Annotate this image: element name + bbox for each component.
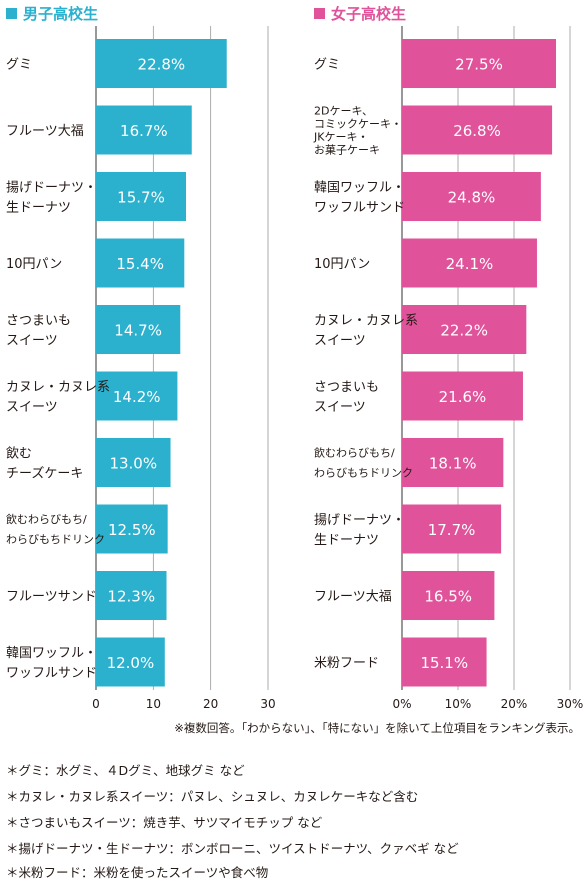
boys-bar xyxy=(96,504,168,554)
boys-legend-square xyxy=(6,8,17,19)
girls-bar-value-label: 17.7% xyxy=(428,521,476,539)
girls-category-label: カヌレ・カヌレ系スイーツ xyxy=(314,313,418,348)
boys-tick-label: 30 xyxy=(260,697,275,711)
boys-bar xyxy=(96,637,165,687)
girls-bar xyxy=(402,504,502,554)
boys-bar-value-label: 15.7% xyxy=(117,189,165,207)
girls-category-label: 10円パン xyxy=(314,257,370,272)
girls-category-label: 韓国ワッフル・ワッフルサンド xyxy=(314,180,405,215)
boys-bar xyxy=(96,571,167,620)
girls-bar-value-label: 27.5% xyxy=(455,56,503,74)
chart-note: ※複数回答。「わからない」、「特にない」を除いて上位項目をランキング表示。 xyxy=(174,721,580,735)
girls-category-label: さつまいもスイーツ xyxy=(314,380,379,415)
boys-title-text: 男子高校生 xyxy=(23,5,99,23)
girls-tick-label: 20% xyxy=(501,697,528,711)
footnote-donut: ＊揚げドーナツ・生ドーナツ：ボンボローニ、ツイストドーナツ、クァベギ など xyxy=(6,841,459,856)
boys-category-label: フルーツ大福 xyxy=(6,124,84,139)
girls-bar-value-label: 22.2% xyxy=(440,322,488,340)
boys-bar-value-label: 16.7% xyxy=(120,122,168,140)
footnote-canele: ＊カヌレ・カヌレ系スイーツ：パヌレ、シュヌレ、カヌレケーキなど含む xyxy=(6,789,419,804)
footnote-rice-flour: ＊米粉フード：米粉を使ったスイーツや食べ物 xyxy=(6,865,269,880)
boys-tick-label: 20 xyxy=(203,697,218,711)
boys-bar-value-label: 12.0% xyxy=(107,654,155,672)
girls-bar xyxy=(402,39,556,88)
boys-category-label: 韓国ワッフル・ワッフルサンド xyxy=(6,646,97,681)
girls-bar-value-label: 18.1% xyxy=(429,455,477,473)
girls-chart-title: 女子高校生 xyxy=(314,3,406,24)
girls-bar xyxy=(402,238,537,288)
boys-bar-value-label: 22.8% xyxy=(138,56,186,74)
girls-category-label: 米粉フード xyxy=(314,656,379,671)
girls-category-label: 揚げドーナツ・生ドーナツ xyxy=(314,512,405,548)
boys-bar xyxy=(96,438,171,487)
girls-bar-value-label: 16.5% xyxy=(424,588,472,606)
boys-bar xyxy=(96,105,192,155)
girls-bar xyxy=(402,637,487,687)
girls-bar xyxy=(402,105,553,155)
boys-bar xyxy=(96,238,185,288)
girls-bar-value-label: 24.8% xyxy=(448,189,496,207)
girls-tick-label: 30% xyxy=(557,697,584,711)
girls-bar xyxy=(402,371,523,421)
girls-category-label: フルーツ大福 xyxy=(314,589,392,604)
boys-bar xyxy=(96,172,187,221)
girls-bar-value-label: 26.8% xyxy=(453,122,501,140)
girls-bar xyxy=(402,571,495,620)
girls-title-text: 女子高校生 xyxy=(331,5,407,23)
boys-category-label: 揚げドーナツ・生ドーナツ xyxy=(6,179,97,215)
girls-legend-square xyxy=(314,8,325,19)
boys-bar-value-label: 12.3% xyxy=(107,588,155,606)
boys-bar-value-label: 14.7% xyxy=(114,322,162,340)
boys-category-label: 飲むわらびもち/わらびもちドリンク xyxy=(6,512,105,546)
girls-bar xyxy=(402,305,527,354)
girls-bar xyxy=(402,172,541,221)
boys-tick-label: 10 xyxy=(146,697,161,711)
boys-bar xyxy=(96,305,181,354)
girls-bar xyxy=(402,438,504,487)
girls-tick-label: 0% xyxy=(392,697,411,711)
girls-bar-value-label: 21.6% xyxy=(439,388,487,406)
boys-bar-value-label: 14.2% xyxy=(113,388,161,406)
girls-category-label: グミ xyxy=(314,57,340,72)
boys-bar-value-label: 15.4% xyxy=(116,255,164,273)
girls-tick-label: 10% xyxy=(445,697,472,711)
boys-category-label: グミ xyxy=(6,57,32,72)
footnote-gummy: ＊グミ：水グミ、４Dグミ、地球グミ など xyxy=(6,763,245,778)
girls-bar-value-label: 15.1% xyxy=(420,654,468,672)
boys-category-label: カヌレ・カヌレ系スイーツ xyxy=(6,380,110,415)
boys-category-label: 飲むチーズケーキ xyxy=(6,445,83,481)
boys-chart-title: 男子高校生 xyxy=(6,3,98,24)
boys-category-label: フルーツサンド xyxy=(6,589,97,604)
footnote-sweet-potato: ＊さつまいもスイーツ：焼き芋、サツマイモチップ など xyxy=(6,815,323,830)
boys-tick-label: 0 xyxy=(92,697,100,711)
boys-category-label: 10円パン xyxy=(6,257,62,272)
boys-bar-value-label: 12.5% xyxy=(108,521,156,539)
boys-category-label: さつまいもスイーツ xyxy=(6,313,71,348)
boys-bar xyxy=(96,39,227,88)
girls-bar-value-label: 24.1% xyxy=(446,255,494,273)
girls-category-label: 2Dケーキ、コミックケーキ・ JKケーキ・お菓子ケーキ xyxy=(313,105,402,157)
boys-bar xyxy=(96,371,178,421)
girls-category-label: 飲むわらびもち/わらびもちドリンク xyxy=(314,446,413,480)
boys-bar-value-label: 13.0% xyxy=(109,455,157,473)
